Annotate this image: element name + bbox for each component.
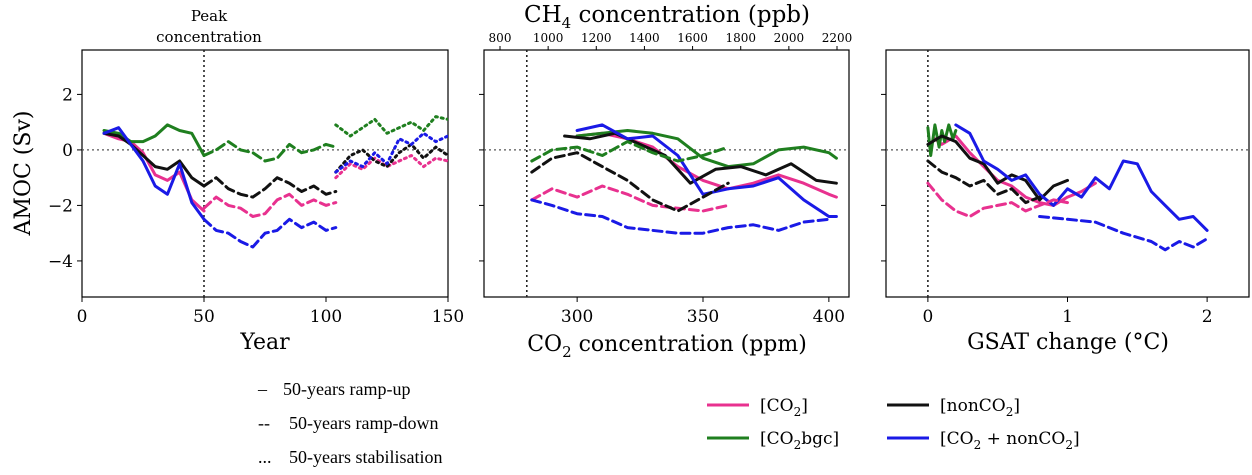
linestyle-legend-marker-0: – xyxy=(257,379,268,399)
panel-right-xlabel: GSAT change (°C) xyxy=(967,330,1169,355)
panel-left-plot-area xyxy=(82,50,448,297)
panel-right-frame xyxy=(885,49,1250,298)
left-series-co2-dotted-8 xyxy=(334,154,448,180)
right-series-nonco2-solid-2 xyxy=(926,134,1069,202)
middle-series-co2bgc-solid-1 xyxy=(575,129,838,169)
left-series-co2bgc-dotted-9 xyxy=(334,115,448,138)
panel-middle-xlabel: CO2 concentration (ppm) xyxy=(527,332,807,361)
panel-middle-top-xlabel: CH4 concentration (ppb) xyxy=(524,2,810,32)
left-series-group xyxy=(102,115,448,249)
middle-top-xtick-label-0: 800 xyxy=(489,31,512,45)
middle-series-co2bgc-dashed-5 xyxy=(530,140,730,163)
right-series-group xyxy=(926,123,1209,252)
left-ytick-label-3: −4 xyxy=(48,252,73,272)
left-xtick-label-3: 150 xyxy=(432,307,464,327)
panel-middle-plot-area xyxy=(484,50,849,297)
middle-xtick-label-2: 400 xyxy=(813,307,845,327)
left-ytick-label-1: 0 xyxy=(62,141,73,161)
linestyle-legend-text-0: 50-years ramp-up xyxy=(283,379,410,399)
panel-left-peak-label-line2: concentration xyxy=(156,28,262,46)
middle-top-xtick-label-6: 2000 xyxy=(774,31,805,45)
right-xtick-label-2: 2 xyxy=(1202,307,1213,327)
middle-xtick-label-1: 350 xyxy=(687,307,719,327)
legend-label-nonco2: [nonCO2] xyxy=(940,396,1020,419)
right-series-co2-solid-0 xyxy=(933,134,1097,207)
legend-label-co2bgc: [CO2bgc] xyxy=(760,429,839,452)
middle-series-nonco2-dashed-6 xyxy=(530,151,730,213)
left-ytick-label-2: −2 xyxy=(48,196,73,216)
left-series-co2-dashed-4 xyxy=(202,192,338,218)
middle-top-xtick-label-1: 1000 xyxy=(533,31,564,45)
middle-series-nonco2-solid-2 xyxy=(563,131,838,185)
middle-series-group xyxy=(530,123,838,235)
linestyle-legend: – 50-years ramp-up -- 50-years ramp-down… xyxy=(257,379,442,467)
middle-top-xtick-label-4: 1600 xyxy=(677,31,708,45)
panel-middle-ticks: 300 350 400 800 1000 1200 1400 1600 1800 2000 2200 xyxy=(479,31,852,327)
left-series-both-solid-3 xyxy=(102,126,206,221)
left-series-both-dotted-11 xyxy=(334,131,448,174)
left-series-co2bgc-solid-1 xyxy=(102,123,206,157)
middle-series-co2-dashed-4 xyxy=(530,184,730,213)
panel-middle-frame xyxy=(483,49,850,298)
linestyle-legend-text-1: 50-years ramp-down xyxy=(289,413,438,433)
legend-label-co2-nonco2: [CO2 + nonCO2] xyxy=(940,429,1080,452)
left-series-nonco2-solid-2 xyxy=(102,131,206,188)
middle-series-both-dashed-7 xyxy=(530,198,831,235)
middle-top-xtick-label-5: 1800 xyxy=(725,31,756,45)
panel-left-ticks: 2 0 −2 −4 0 50 100 150 xyxy=(48,85,464,327)
right-series-nonco2-dashed-5 xyxy=(926,159,1042,205)
legend-label-co2: [CO2] xyxy=(760,396,808,419)
panel-right-plot-area xyxy=(886,50,1249,297)
left-series-co2bgc-dashed-5 xyxy=(202,140,338,163)
right-xtick-label-0: 0 xyxy=(922,307,933,327)
right-series-both-dashed-6 xyxy=(1038,215,1209,252)
linestyle-legend-marker-2: ... xyxy=(258,447,272,467)
panel-right-ticks: 0 1 2 xyxy=(881,93,1213,327)
middle-xtick-label-0: 300 xyxy=(561,307,593,327)
middle-series-co2-solid-0 xyxy=(575,131,838,199)
middle-top-xtick-label-2: 1200 xyxy=(581,31,612,45)
color-legend: [CO2] [nonCO2] [CO2bgc] [CO2 + nonCO2] xyxy=(707,396,1080,452)
right-series-co2bgc-solid-1 xyxy=(926,123,958,157)
left-xtick-label-0: 0 xyxy=(77,307,88,327)
left-ytick-label-0: 2 xyxy=(62,85,73,105)
panel-left-xlabel: Year xyxy=(239,330,290,355)
right-xtick-label-1: 1 xyxy=(1062,307,1073,327)
linestyle-legend-marker-1: -- xyxy=(258,413,270,433)
middle-top-xtick-label-7: 2200 xyxy=(822,31,853,45)
panel-left-ylabel: AMOC (Sv) xyxy=(11,111,36,237)
left-series-both-dashed-7 xyxy=(202,217,338,249)
panel-right: 0 1 2 GSAT change (°C) xyxy=(881,49,1250,355)
left-series-nonco2-dashed-6 xyxy=(202,176,338,199)
panel-middle: 300 350 400 800 1000 1200 1400 1600 1800 2000 2200… xyxy=(479,2,852,361)
right-series-both-solid-3 xyxy=(954,123,1209,232)
left-xtick-label-1: 50 xyxy=(193,307,215,327)
left-series-nonco2-dotted-10 xyxy=(334,142,448,174)
left-xtick-label-2: 100 xyxy=(310,307,342,327)
panel-left-frame xyxy=(81,49,449,298)
right-series-co2-dashed-4 xyxy=(926,181,1069,218)
middle-top-xtick-label-3: 1400 xyxy=(629,31,660,45)
middle-series-both-solid-3 xyxy=(575,123,838,218)
panel-left-peak-label-line1: Peak xyxy=(191,7,228,25)
panel-left: 20−2−40 50 100 150 Peak concentration Year … xyxy=(11,7,464,355)
linestyle-legend-text-2: 50-years stabilisation xyxy=(289,447,442,467)
